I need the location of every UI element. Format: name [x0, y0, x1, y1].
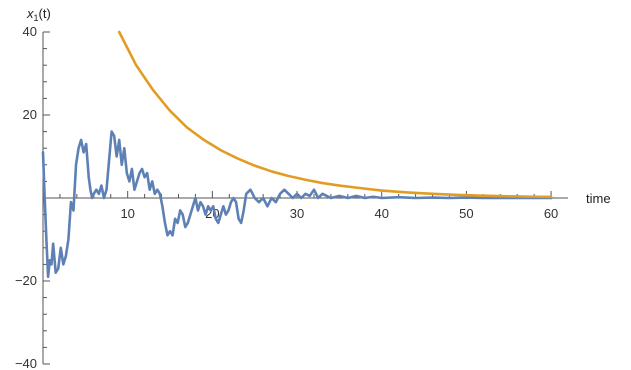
y-tick-labels: −40 −20 20 40 — [15, 24, 37, 370]
x-tick-label: 40 — [374, 206, 388, 221]
series-1-line — [41, 130, 553, 279]
x-axis-label: time — [586, 191, 611, 206]
y-axis-label: x1(t) — [26, 6, 51, 23]
series-layer — [41, 30, 553, 279]
series-2-line — [117, 30, 553, 199]
x-tick-label: 50 — [459, 206, 473, 221]
x-tick-labels: 10 20 30 40 50 60 — [120, 206, 558, 221]
y-tick-label: 40 — [23, 24, 37, 39]
x-tick-label: 10 — [120, 206, 134, 221]
x-tick-label: 30 — [290, 206, 304, 221]
y-tick-label: −40 — [15, 356, 37, 370]
y-tick-label: 20 — [23, 107, 37, 122]
axes: 10 20 30 40 50 60 −40 −20 20 40 — [15, 24, 568, 370]
y-axis-label-base: x — [26, 6, 34, 21]
y-axis-label-sub: 1 — [34, 13, 39, 23]
y-axis-label-rest: (t) — [39, 6, 51, 21]
x-tick-label: 60 — [544, 206, 558, 221]
y-tick-label: −20 — [15, 273, 37, 288]
